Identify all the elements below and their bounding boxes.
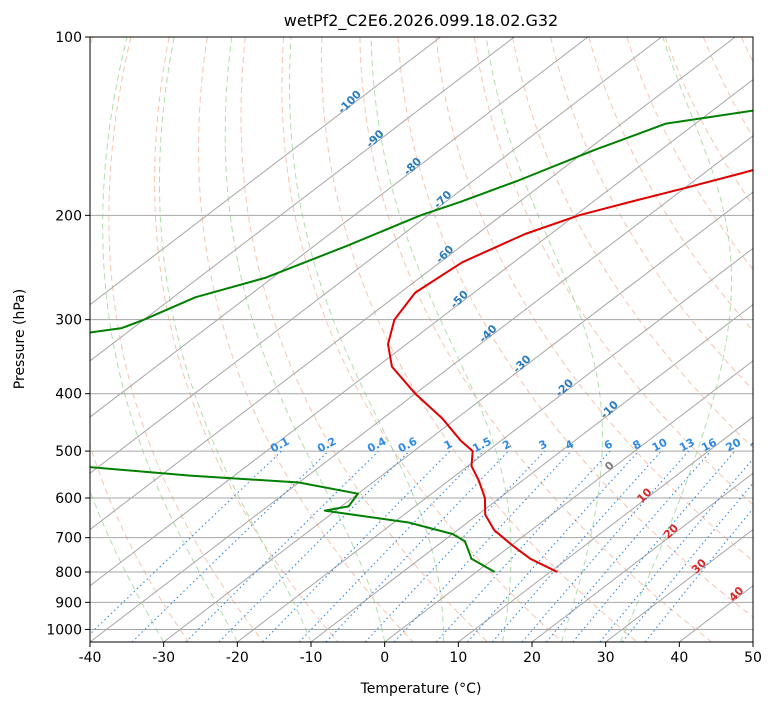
- x-tick-label: 10: [449, 650, 467, 666]
- dry-adiabat-line: [397, 37, 753, 618]
- mixing-ratio-line: [467, 450, 640, 642]
- y-tick-label: 1000: [46, 622, 82, 638]
- isotherm-line: [458, 416, 753, 642]
- dry-adiabat-line: [281, 37, 563, 642]
- x-tick-label: -40: [79, 650, 102, 666]
- x-tick-label: -20: [226, 650, 249, 666]
- mixing-ratio-line: [90, 450, 282, 635]
- mixing-ratio-line: [325, 450, 509, 642]
- y-tick-label: 700: [55, 531, 82, 547]
- mixing-ratio-label: 13: [677, 436, 697, 455]
- isotherm-line: [90, 37, 736, 531]
- isotherm-line: [90, 37, 662, 474]
- moist-adiabat-line: [289, 37, 445, 642]
- temperature-line: [387, 169, 753, 573]
- dry-adiabat-line: [664, 37, 753, 207]
- y-tick-label: 900: [55, 595, 82, 611]
- x-tick-label: 30: [597, 650, 615, 666]
- isotherm-line: [310, 303, 753, 642]
- mixing-ratio-label: 16: [699, 436, 719, 455]
- y-tick-label: 300: [55, 313, 82, 329]
- mixing-ratio-line: [491, 450, 662, 642]
- y-axis: 100 200 300 400 500 600 700 800 900 1000: [46, 30, 90, 638]
- mixing-ratio-line: [545, 450, 712, 642]
- moist-adiabat-line: [370, 37, 512, 642]
- background-lines: [90, 37, 753, 642]
- mixing-ratio-line: [298, 450, 484, 642]
- dry-adiabat-line: [198, 37, 414, 642]
- moist-adiabat-line: [102, 37, 238, 642]
- moist-adiabat-line: [224, 37, 386, 642]
- isotherm-line: [90, 37, 515, 362]
- x-tick-label: 50: [744, 650, 762, 666]
- dry-adiabat-line: [512, 37, 753, 449]
- isotherm-line: [90, 37, 589, 418]
- dry-adiabat-line: [473, 37, 753, 506]
- isotherm-line: [237, 247, 753, 642]
- plot-frame: [89, 36, 754, 643]
- x-tick-label: -10: [300, 650, 323, 666]
- isotherm-line: [90, 79, 753, 587]
- isotherm-line: [90, 37, 441, 306]
- y-tick-label: 800: [55, 565, 82, 581]
- isotherm-line: [90, 135, 753, 642]
- isotherm-line: [384, 360, 753, 642]
- mixing-ratio-line: [435, 450, 611, 642]
- dry-adiabat-line: [435, 37, 753, 562]
- mixing-ratio-line: [131, 450, 329, 642]
- moist-adiabat-line: [159, 37, 312, 642]
- mixing-ratio-line: [364, 450, 546, 642]
- mixing-ratio-line: [218, 450, 410, 642]
- mixing-ratio-line: [393, 450, 572, 642]
- x-tick-label: 20: [523, 650, 541, 666]
- mixing-ratio-line: [262, 450, 451, 642]
- chart-title: wetPf2_C2E6.2026.099.18.02.G32: [284, 11, 558, 31]
- y-tick-label: 600: [55, 491, 82, 507]
- mixing-ratio-line: [644, 507, 753, 642]
- x-tick-label: -30: [152, 650, 175, 666]
- y-tick-label: 400: [55, 387, 82, 403]
- y-tick-label: 100: [55, 30, 82, 46]
- moist-adiabat-line: [485, 37, 603, 642]
- x-axis-label: Temperature (°C): [360, 681, 482, 697]
- dry-adiabat-line: [108, 37, 264, 642]
- mixing-ratio-label: 25: [748, 436, 768, 455]
- dry-adiabat-line: [359, 37, 713, 642]
- y-tick-label: 200: [55, 208, 82, 224]
- mixing-ratio-label: 10: [650, 436, 670, 455]
- dry-adiabat-line: [154, 37, 339, 642]
- dry-adiabat-line: [321, 37, 638, 642]
- sounding-series: [90, 109, 753, 573]
- isotherm-line: [163, 191, 753, 642]
- y-tick-label: 500: [55, 444, 82, 460]
- x-tick-label: 0: [380, 650, 389, 666]
- x-tick-label: 40: [670, 650, 688, 666]
- y-axis-label: Pressure (hPa): [12, 289, 28, 389]
- moist-adiabat-line: [619, 37, 732, 642]
- isotherm-line: [531, 472, 753, 642]
- x-axis: -40 -30 -20 -10 0 10 20 30 40 50: [79, 642, 762, 666]
- isotherm-line: [605, 528, 753, 642]
- mixing-ratio-label: 20: [724, 436, 744, 455]
- dewpoint-line: [90, 109, 753, 573]
